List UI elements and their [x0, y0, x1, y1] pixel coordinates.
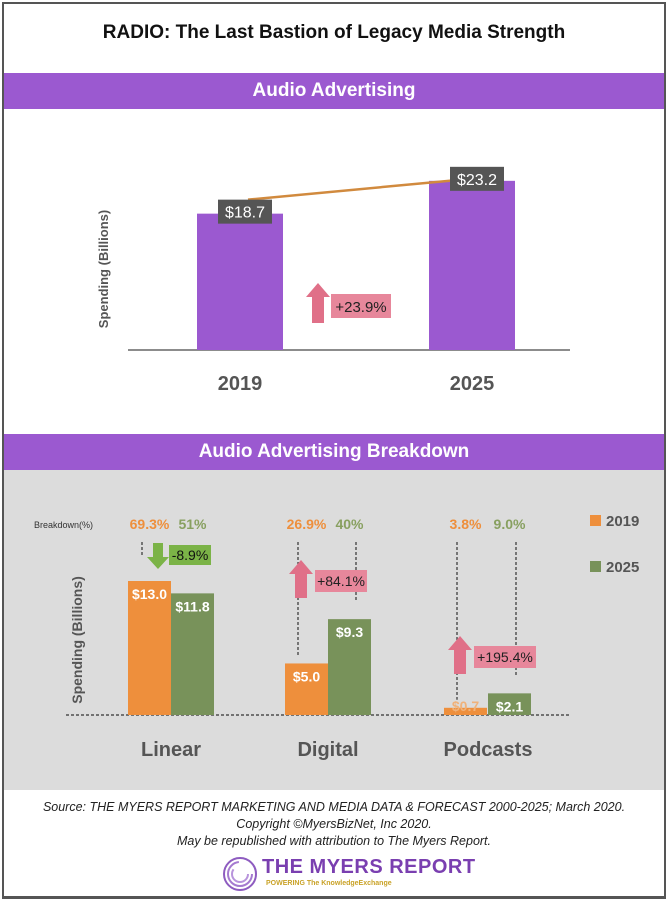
change-label: -8.9% — [172, 547, 209, 563]
change-label: +195.4% — [477, 649, 533, 665]
bar-digital-2019 — [285, 663, 328, 715]
change-label: +23.9% — [335, 299, 386, 316]
data-label-bg — [450, 166, 504, 191]
category-label: Digital — [297, 739, 358, 761]
x-tick-label: 2019 — [218, 373, 263, 395]
copyright-text: Copyright ©MyersBizNet, Inc 2020. — [236, 817, 432, 831]
change-label-bg — [169, 545, 211, 565]
bar-linear-2019 — [128, 581, 171, 715]
share-label: 9.0% — [494, 516, 526, 532]
x-tick-label: 2025 — [450, 373, 495, 395]
breakdown-label: Breakdown(%) — [34, 520, 93, 530]
data-label: $9.3 — [336, 624, 363, 640]
page-title: RADIO: The Last Bastion of Legacy Media … — [102, 22, 566, 43]
change-label: +84.1% — [317, 573, 365, 589]
data-label: $11.8 — [175, 598, 209, 614]
share-label: 26.9% — [287, 516, 327, 532]
logo-swirl-icon — [223, 857, 257, 891]
data-label: $18.7 — [225, 205, 265, 222]
bar-digital-2025 — [328, 619, 371, 715]
legend-swatch-2025 — [590, 561, 601, 572]
y-axis-label: Spending (Billions) — [69, 576, 85, 704]
up-arrow-icon — [448, 636, 472, 674]
data-label: $23.2 — [457, 172, 497, 189]
myers-report-logo: THE MYERS REPORT POWERING The KnowledgeE… — [222, 856, 482, 896]
infographic-frame: RADIO: The Last Bastion of Legacy Media … — [2, 2, 666, 899]
footer: Source: THE MYERS REPORT MARKETING AND M… — [4, 799, 664, 850]
data-label: $13.0 — [132, 586, 167, 602]
logo-name: THE MYERS REPORT — [262, 856, 476, 878]
data-label: $2.1 — [496, 698, 523, 714]
trend-line — [247, 177, 471, 201]
audio-advertising-chart: 2019 2025 $18.7 $23.2 +23.9% Spending (Billio… — [96, 166, 570, 395]
legend-swatch-2019 — [590, 515, 601, 526]
change-label-bg — [315, 570, 367, 592]
share-label: 3.8% — [450, 516, 482, 532]
y-axis-label: Spending (Billions) — [96, 210, 111, 328]
section-header-breakdown: Audio Advertising Breakdown — [4, 434, 664, 470]
share-label: 51% — [178, 516, 207, 532]
bar-podcasts-2025 — [488, 693, 531, 715]
source-text: Source: THE MYERS REPORT MARKETING AND M… — [42, 800, 626, 814]
up-arrow-icon — [289, 560, 313, 598]
category-label: Linear — [141, 739, 201, 761]
change-label-bg — [474, 646, 536, 668]
up-arrow-icon — [306, 283, 330, 323]
share-label: 40% — [335, 516, 364, 532]
data-label-bg — [218, 199, 272, 224]
bar-podcasts-2019 — [444, 707, 487, 715]
legend-label-2019: 2019 — [606, 513, 639, 530]
legend-label-2025: 2025 — [606, 559, 639, 576]
bar-2019 — [197, 213, 283, 350]
bar-linear-2025 — [171, 593, 214, 715]
category-label: Podcasts — [444, 739, 533, 761]
logo-tagline: POWERING The KnowledgeExchange — [266, 880, 392, 887]
change-label-bg — [331, 294, 391, 318]
section-header-audio-advertising: Audio Advertising — [4, 73, 664, 109]
bar-2025 — [429, 180, 515, 350]
share-label: 69.3% — [130, 516, 170, 532]
attribution-text: May be republished with attribution to T… — [176, 834, 492, 848]
breakdown-chart: Breakdown(%) 69.3% 51% $13.0 $11.8 Linear -8.9… — [34, 513, 639, 761]
data-label: $5.0 — [293, 668, 320, 684]
data-label: $0.7 — [452, 698, 479, 714]
down-arrow-icon — [147, 543, 169, 569]
